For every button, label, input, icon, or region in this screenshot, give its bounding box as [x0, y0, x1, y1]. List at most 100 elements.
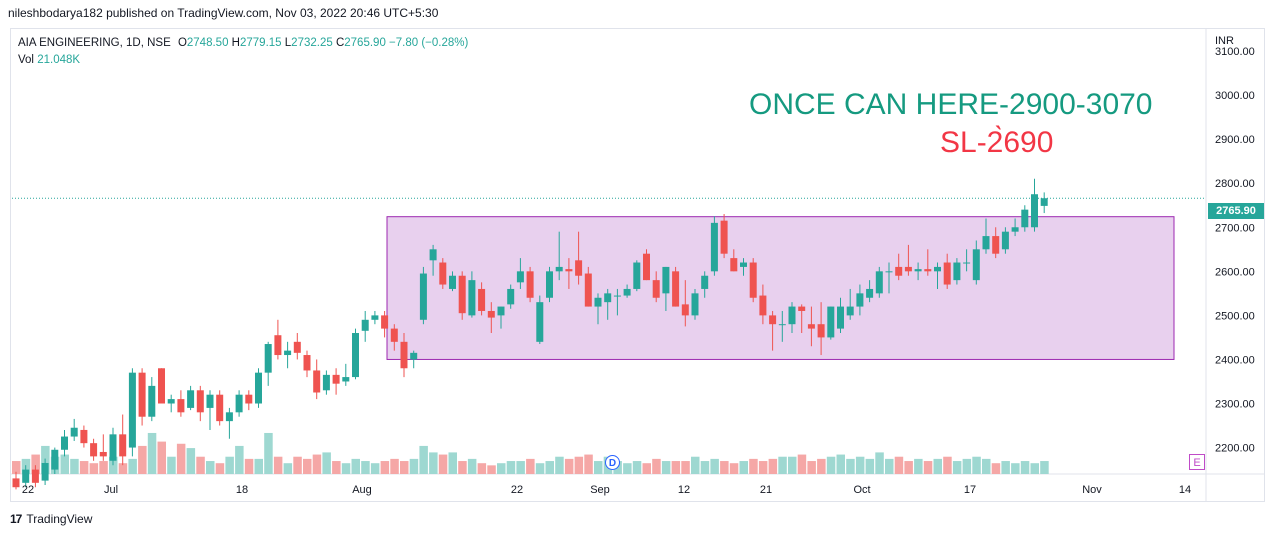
volume-bar [574, 456, 584, 474]
candle-body [80, 429, 88, 444]
volume-bar [458, 461, 467, 474]
volume-bar [632, 461, 642, 474]
volume-bar [487, 465, 496, 474]
candle-body [70, 427, 78, 437]
candle-body [769, 315, 777, 325]
tradingview-logo-icon[interactable]: 17 [10, 512, 22, 526]
candle-body [565, 269, 573, 272]
volume-bar [545, 461, 554, 474]
x-tick-label: Aug [352, 484, 372, 496]
candle-body [235, 394, 243, 413]
candle-body [138, 372, 146, 417]
x-tick-label: 12 [678, 484, 690, 496]
x-tick-label: 21 [760, 484, 772, 496]
volume-bar [778, 456, 787, 474]
candle-body [817, 324, 825, 338]
candle-body [691, 293, 699, 316]
volume-bar [361, 461, 370, 474]
candle-body [158, 368, 165, 404]
candle-body [875, 271, 883, 294]
candle-body [507, 288, 515, 305]
volume-bar [1030, 463, 1039, 474]
low-value: 2732.25 [291, 37, 333, 49]
candle-body [342, 377, 350, 382]
volume-bar [584, 454, 593, 474]
candle-body [546, 271, 553, 298]
volume-bar [312, 454, 322, 474]
candle-body [604, 293, 612, 303]
volume-bar [176, 443, 186, 474]
y-tick-label: 2800.00 [1215, 178, 1255, 190]
candle-body [51, 449, 59, 470]
candle-body [109, 434, 117, 461]
volume-bar [1020, 461, 1030, 474]
volume-bar [594, 461, 603, 474]
candle-body [1021, 209, 1029, 228]
volume-bar [147, 432, 157, 474]
volume-bar [12, 461, 21, 474]
volume-value: 21.048K [37, 54, 81, 66]
volume-bar [788, 456, 797, 474]
volume-bar [497, 463, 506, 474]
volume-bar [1001, 461, 1010, 474]
open-value: 2748.50 [186, 37, 229, 49]
volume-bar [952, 461, 962, 474]
candle-body [148, 385, 156, 417]
volume-bar [972, 456, 981, 474]
volume-bar [70, 458, 79, 474]
volume-bar [943, 456, 952, 474]
y-tick-label: 2400.00 [1215, 354, 1255, 366]
volume-bar [555, 456, 564, 474]
volume-bar [729, 463, 739, 474]
footer-brand[interactable]: TradingView [26, 512, 93, 526]
volume-bar [467, 458, 477, 474]
candle-body [293, 341, 301, 353]
earnings-marker[interactable]: E [1189, 454, 1205, 470]
volume-bar [1011, 463, 1020, 474]
target-annotation: ONCE CAN HERE-2900-3070 [749, 88, 1153, 121]
candle-body [332, 374, 340, 384]
candle-body [22, 469, 30, 483]
volume-bar [206, 461, 215, 474]
y-tick-label: 2500.00 [1215, 310, 1255, 322]
x-tick-label: Oct [853, 484, 870, 496]
volume-bar [642, 463, 651, 474]
candle-body [681, 304, 689, 316]
volume-bar [419, 445, 428, 474]
y-tick-label: 2600.00 [1215, 266, 1255, 278]
candle-body [672, 271, 680, 307]
volume-bar [390, 458, 399, 474]
candle-body [177, 399, 185, 413]
candle-body [487, 310, 495, 318]
volume-bar [506, 461, 516, 474]
symbol-label[interactable]: AIA ENGINEERING, 1D, NSE [18, 37, 171, 49]
candle-body [449, 275, 456, 289]
candle-body [730, 258, 738, 272]
candle-body [1001, 231, 1009, 250]
candle-body [119, 434, 127, 457]
candle-body [904, 266, 912, 272]
volume-bar [380, 461, 390, 474]
volume-bar [720, 461, 729, 474]
volume-bar [273, 456, 283, 474]
candle-body [167, 399, 175, 404]
dividend-marker[interactable]: D [605, 455, 620, 470]
volume-bar [79, 461, 89, 474]
candle-body [361, 319, 369, 331]
candle-body [536, 302, 544, 342]
candle-body [924, 269, 932, 272]
candle-body [778, 324, 786, 326]
volume-bar [138, 445, 147, 474]
candle-body [90, 443, 98, 457]
close-label: C [335, 37, 345, 49]
volume-bar [768, 458, 778, 474]
y-tick-label: 3100.00 [1215, 46, 1255, 58]
candle-body [313, 370, 321, 393]
volume-bar [700, 461, 710, 474]
candle-body [885, 271, 893, 273]
volume-bar [826, 456, 836, 474]
volume-bar [215, 463, 225, 474]
volume-bar [836, 454, 845, 474]
volume-bar [855, 456, 865, 474]
